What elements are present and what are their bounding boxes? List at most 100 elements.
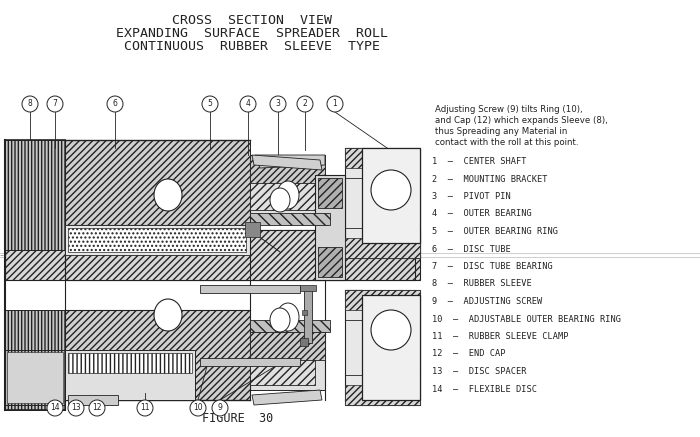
Bar — [250, 155, 325, 215]
Text: 11  –  RUBBER SLEEVE CLAMP: 11 – RUBBER SLEEVE CLAMP — [432, 332, 568, 341]
Bar — [5, 310, 65, 410]
Bar — [65, 310, 250, 400]
Bar — [250, 330, 325, 390]
Bar — [318, 247, 342, 277]
Circle shape — [270, 96, 286, 112]
Bar — [200, 285, 300, 293]
Bar — [345, 290, 420, 405]
Bar — [250, 332, 325, 360]
Circle shape — [327, 96, 343, 112]
Ellipse shape — [277, 303, 299, 331]
Circle shape — [212, 400, 228, 416]
Bar — [68, 353, 192, 373]
Text: 9  –  ADJUSTING SCREW: 9 – ADJUSTING SCREW — [432, 297, 542, 306]
Text: 3  –  PIVOT PIN: 3 – PIVOT PIN — [432, 192, 511, 201]
Text: 2  –  MOUNTING BRACKET: 2 – MOUNTING BRACKET — [432, 174, 547, 184]
Bar — [300, 338, 308, 346]
Text: 14  –  FLEXIBLE DISC: 14 – FLEXIBLE DISC — [432, 385, 537, 393]
Ellipse shape — [270, 308, 290, 332]
Bar — [250, 320, 330, 332]
Bar — [304, 288, 312, 343]
Circle shape — [240, 96, 256, 112]
Bar — [65, 230, 415, 280]
Text: 10: 10 — [193, 403, 203, 413]
Text: 7  –  DISC TUBE BEARING: 7 – DISC TUBE BEARING — [432, 262, 553, 271]
Ellipse shape — [154, 179, 182, 211]
Text: and Cap (12) which expands Sleeve (8),: and Cap (12) which expands Sleeve (8), — [435, 116, 608, 125]
Circle shape — [68, 400, 84, 416]
Text: 1  –  CENTER SHAFT: 1 – CENTER SHAFT — [432, 157, 526, 166]
Text: 11: 11 — [140, 403, 150, 413]
Text: 6: 6 — [113, 100, 118, 108]
Bar — [345, 148, 420, 168]
Bar — [300, 285, 316, 291]
Bar — [68, 395, 118, 405]
Text: 3: 3 — [276, 100, 281, 108]
Text: thus Spreading any Material in: thus Spreading any Material in — [435, 127, 568, 136]
Bar — [5, 140, 65, 250]
Ellipse shape — [270, 188, 290, 212]
Text: 13  –  DISC SPACER: 13 – DISC SPACER — [432, 367, 526, 376]
Circle shape — [202, 96, 218, 112]
Text: 8  –  RUBBER SLEEVE: 8 – RUBBER SLEEVE — [432, 280, 532, 288]
Bar — [345, 290, 420, 310]
Bar — [315, 175, 345, 280]
Text: 4: 4 — [246, 100, 251, 108]
Circle shape — [47, 96, 63, 112]
Text: 5  –  OUTER BEARING RING: 5 – OUTER BEARING RING — [432, 227, 558, 236]
Bar — [250, 165, 315, 210]
Bar — [245, 222, 260, 237]
Text: 12  –  END CAP: 12 – END CAP — [432, 350, 505, 358]
Circle shape — [137, 400, 153, 416]
Circle shape — [371, 310, 411, 350]
Bar — [200, 358, 300, 366]
Ellipse shape — [277, 181, 299, 209]
Text: 9: 9 — [218, 403, 223, 413]
Bar — [250, 213, 330, 225]
Text: 6  –  DISC TUBE: 6 – DISC TUBE — [432, 244, 511, 253]
Bar — [302, 310, 307, 315]
Text: 14: 14 — [50, 403, 60, 413]
Text: 7: 7 — [52, 100, 57, 108]
Bar — [318, 178, 342, 208]
Circle shape — [190, 400, 206, 416]
Text: EXPANDING  SURFACE  SPREADER  ROLL: EXPANDING SURFACE SPREADER ROLL — [116, 27, 388, 40]
Text: contact with the roll at this point.: contact with the roll at this point. — [435, 138, 578, 147]
Bar — [250, 155, 325, 183]
Bar — [362, 295, 420, 400]
Text: 1: 1 — [332, 100, 337, 108]
Text: CROSS  SECTION  VIEW: CROSS SECTION VIEW — [172, 14, 332, 27]
Text: 4  –  OUTER BEARING: 4 – OUTER BEARING — [432, 209, 532, 218]
Bar — [345, 238, 420, 258]
Bar — [5, 350, 65, 405]
Circle shape — [371, 170, 411, 210]
Text: 8: 8 — [27, 100, 32, 108]
Bar — [362, 148, 420, 243]
Text: 10  –  ADJUSTABLE OUTER BEARING RING: 10 – ADJUSTABLE OUTER BEARING RING — [432, 315, 621, 323]
Bar — [5, 230, 420, 280]
Text: Adjusting Screw (9) tilts Ring (10),: Adjusting Screw (9) tilts Ring (10), — [435, 105, 582, 114]
Bar — [250, 340, 315, 385]
Circle shape — [297, 96, 313, 112]
Bar — [65, 225, 250, 255]
Text: 5: 5 — [208, 100, 212, 108]
Circle shape — [47, 400, 63, 416]
Text: 13: 13 — [71, 403, 80, 413]
Text: 12: 12 — [92, 403, 102, 413]
Text: 2: 2 — [302, 100, 307, 108]
Polygon shape — [255, 155, 325, 168]
Circle shape — [107, 96, 123, 112]
Bar — [65, 350, 195, 400]
Polygon shape — [252, 155, 322, 170]
Ellipse shape — [154, 299, 182, 331]
Bar — [345, 385, 420, 405]
Text: CONTINUOUS  RUBBER  SLEEVE  TYPE: CONTINUOUS RUBBER SLEEVE TYPE — [124, 40, 380, 53]
Text: FIGURE  30: FIGURE 30 — [202, 412, 274, 425]
Circle shape — [22, 96, 38, 112]
Polygon shape — [252, 390, 322, 405]
Circle shape — [89, 400, 105, 416]
Bar — [7, 352, 63, 403]
Bar — [65, 140, 250, 225]
Bar — [68, 228, 246, 252]
Bar — [345, 148, 420, 258]
